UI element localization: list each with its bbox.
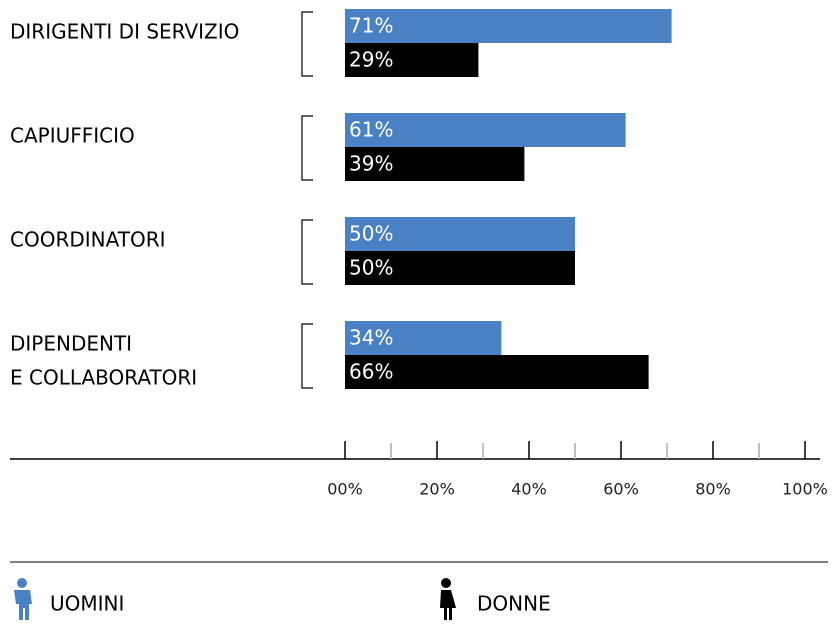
bar	[345, 355, 649, 389]
category-label: DIRIGENTI DI SERVIZIO	[10, 20, 239, 44]
category-label: CAPIUFFICIO	[10, 124, 135, 148]
bar	[345, 321, 502, 355]
group-bracket	[301, 219, 313, 285]
value-label: 61%	[349, 118, 393, 142]
value-label: 50%	[349, 256, 393, 280]
bar	[345, 251, 575, 285]
group-bracket	[301, 323, 313, 389]
value-label: 71%	[349, 14, 393, 38]
bar	[345, 9, 672, 43]
x-tick-label: 20%	[419, 480, 455, 499]
value-label: 34%	[349, 326, 393, 350]
bar	[345, 217, 575, 251]
group-bracket	[301, 11, 313, 77]
bar	[345, 147, 525, 181]
value-label: 50%	[349, 222, 393, 246]
value-label: 29%	[349, 48, 393, 72]
category-label: COORDINATORI	[10, 228, 166, 252]
bar	[345, 113, 626, 147]
group-bracket	[301, 115, 313, 181]
category-label: DIPENDENTI	[10, 332, 132, 356]
x-tick-label: 80%	[695, 480, 731, 499]
category-label: E COLLABORATORI	[10, 366, 197, 390]
woman-icon	[440, 578, 456, 620]
x-tick-label: 40%	[511, 480, 547, 499]
value-label: 39%	[349, 152, 393, 176]
x-tick-label: 60%	[603, 480, 639, 499]
bar	[345, 43, 479, 77]
value-label: 66%	[349, 360, 393, 384]
x-tick-label: 100%	[782, 480, 828, 499]
legend-label: UOMINI	[50, 592, 124, 616]
legend-label: DONNE	[477, 592, 551, 616]
man-icon	[14, 578, 32, 620]
x-tick-label: 00%	[327, 480, 363, 499]
